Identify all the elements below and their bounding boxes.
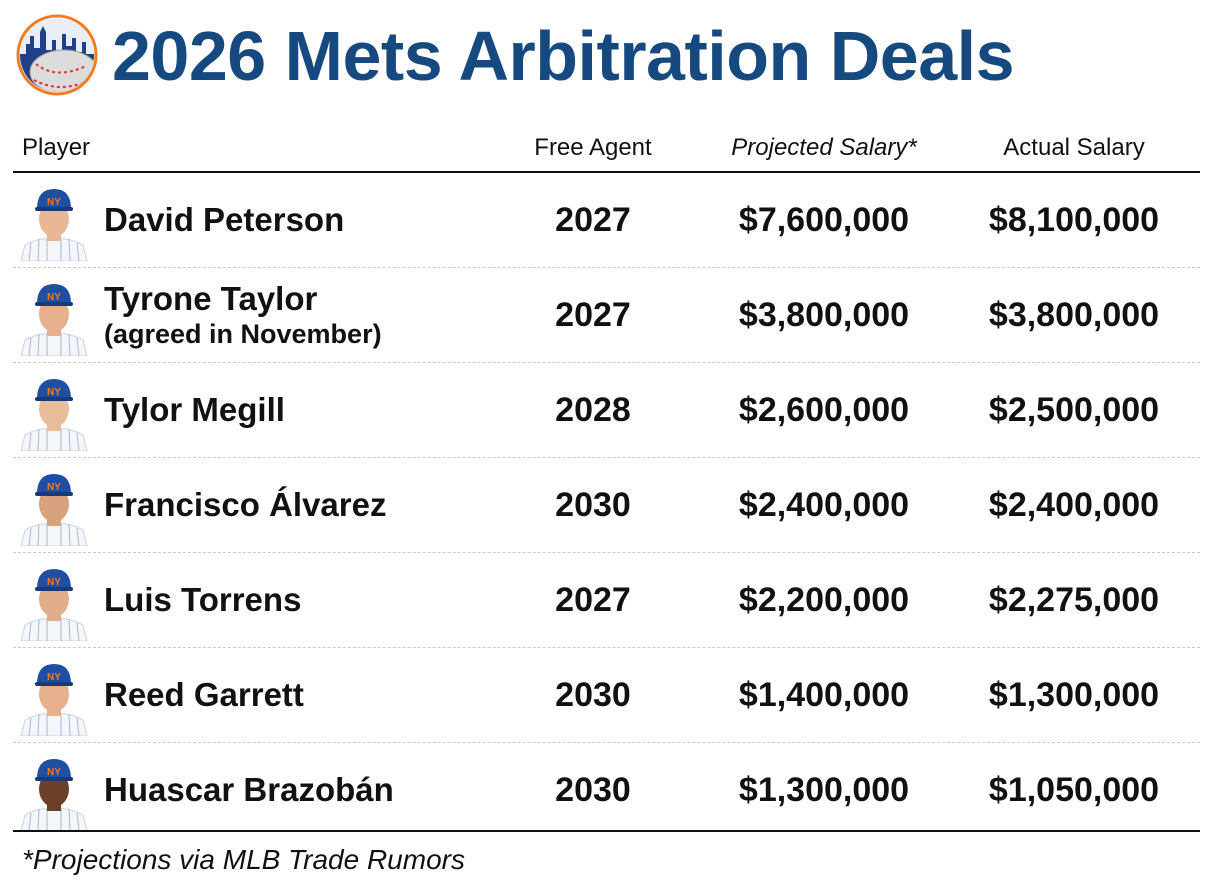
actual-salary: $1,300,000 xyxy=(988,676,1160,714)
player-name: Francisco Álvarez xyxy=(104,486,387,523)
actual-salary: $1,050,000 xyxy=(988,771,1160,809)
table-row: NY Reed Garrett 2030 $1,400,000 $1,300,0… xyxy=(13,648,1200,743)
actual-salary: $2,275,000 xyxy=(988,581,1160,619)
table-row: NY Tyrone Taylor (agreed in November) 20… xyxy=(13,268,1200,363)
player-headshot-icon: NY xyxy=(15,466,93,546)
player-headshot-icon: NY xyxy=(15,371,93,451)
svg-text:NY: NY xyxy=(47,672,61,683)
mets-logo-icon xyxy=(16,14,98,96)
table-row: NY David Peterson 2027 $7,600,000 $8,100… xyxy=(13,173,1200,268)
projected-salary: $2,200,000 xyxy=(738,581,910,619)
player-name: Reed Garrett xyxy=(104,676,304,713)
column-header-free-agent: Free Agent xyxy=(534,134,652,161)
column-header-actual-salary: Actual Salary xyxy=(1003,134,1145,161)
free-agent-year: 2027 xyxy=(555,296,631,334)
column-header-projected-salary: Projected Salary* xyxy=(731,134,917,161)
player-name: Luis Torrens xyxy=(104,581,302,618)
svg-text:NY: NY xyxy=(47,387,61,398)
player-headshot-icon: NY xyxy=(15,751,93,831)
column-header-player: Player xyxy=(22,134,91,161)
header-rule xyxy=(13,171,1200,173)
projected-salary: $2,400,000 xyxy=(738,486,910,524)
player-table: NY David Peterson 2027 $7,600,000 $8,100… xyxy=(13,173,1200,837)
player-note: (agreed in November) xyxy=(104,319,382,349)
header: 2026 Mets Arbitration Deals xyxy=(0,0,1210,110)
player-headshot-icon: NY xyxy=(15,276,93,356)
actual-salary: $2,500,000 xyxy=(988,391,1160,429)
svg-text:NY: NY xyxy=(47,577,61,588)
projected-salary: $7,600,000 xyxy=(738,201,910,239)
svg-text:NY: NY xyxy=(47,767,61,778)
projected-salary: $2,600,000 xyxy=(738,391,910,429)
free-agent-year: 2030 xyxy=(555,676,631,714)
free-agent-year: 2027 xyxy=(555,201,631,239)
player-name: Tyrone Taylor xyxy=(104,280,318,317)
free-agent-year: 2027 xyxy=(555,581,631,619)
player-headshot-icon: NY xyxy=(15,561,93,641)
footnote: *Projections via MLB Trade Rumors xyxy=(22,844,465,875)
projected-salary: $1,300,000 xyxy=(738,771,910,809)
player-headshot-icon: NY xyxy=(15,181,93,261)
table-row: NY Tylor Megill 2028 $2,600,000 $2,500,0… xyxy=(13,363,1200,458)
projected-salary: $3,800,000 xyxy=(738,296,910,334)
actual-salary: $2,400,000 xyxy=(988,486,1160,524)
free-agent-year: 2030 xyxy=(555,486,631,524)
table-row: NY Luis Torrens 2027 $2,200,000 $2,275,0… xyxy=(13,553,1200,648)
free-agent-year: 2028 xyxy=(555,391,631,429)
player-name: Huascar Brazobán xyxy=(104,771,394,808)
table-header: Player Free Agent Projected Salary* Actu… xyxy=(0,128,1210,168)
actual-salary: $8,100,000 xyxy=(988,201,1160,239)
player-name: David Peterson xyxy=(104,201,345,238)
svg-text:NY: NY xyxy=(47,197,61,208)
table-row: NY Francisco Álvarez 2030 $2,400,000 $2,… xyxy=(13,458,1200,553)
actual-salary: $3,800,000 xyxy=(988,296,1160,334)
projected-salary: $1,400,000 xyxy=(738,676,910,714)
page-title: 2026 Mets Arbitration Deals xyxy=(112,17,1015,95)
player-headshot-icon: NY xyxy=(15,656,93,736)
player-name: Tylor Megill xyxy=(104,391,285,428)
svg-text:NY: NY xyxy=(47,482,61,493)
free-agent-year: 2030 xyxy=(555,771,631,809)
table-row: NY Huascar Brazobán 2030 $1,300,000 $1,0… xyxy=(13,743,1200,837)
footer-rule xyxy=(13,830,1200,832)
svg-text:NY: NY xyxy=(47,292,61,303)
